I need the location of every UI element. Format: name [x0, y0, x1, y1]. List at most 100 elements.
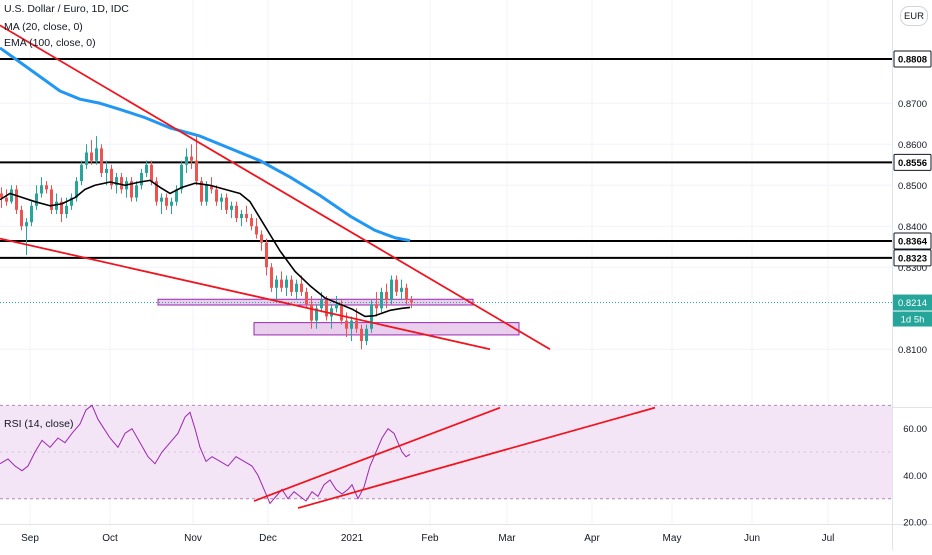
candle-body-11: [55, 201, 58, 210]
candle-body-10: [50, 189, 53, 210]
candle-body-47: [235, 205, 238, 219]
candle-body-3: [15, 189, 18, 210]
candle-body-4: [20, 209, 23, 227]
candle-body-61: [305, 291, 308, 305]
candle-body-49: [245, 213, 248, 219]
price-tick-label-4: 0.8300: [898, 263, 927, 274]
candle-body-51: [255, 226, 258, 235]
candle-body-53: [265, 242, 268, 268]
level-label-2: 0.8364: [898, 237, 928, 248]
candle-body-37: [185, 156, 188, 165]
rsi-tick-label-1: 40.00: [903, 471, 927, 482]
candle-body-79: [395, 279, 398, 292]
candle-body-72: [360, 328, 363, 342]
candle-body-48: [240, 213, 243, 219]
ema-line: [0, 46, 411, 243]
time-tick-label-9: Jun: [744, 533, 760, 544]
rsi-trendline-1: [297, 406, 656, 509]
rsi-tick-label-2: 20.00: [903, 518, 927, 529]
candle-body-33: [165, 197, 168, 206]
candle-body-77: [385, 291, 388, 301]
level-badge-0: [893, 50, 932, 68]
price-tick-label-3: 0.8400: [898, 222, 927, 233]
level-label-3: 0.8323: [898, 253, 927, 264]
candle-body-41: [205, 185, 208, 202]
level-label-0: 0.8808: [898, 55, 927, 66]
level-badge-1: [893, 153, 932, 171]
candle-body-42: [210, 185, 213, 190]
candle-body-30: [150, 164, 153, 182]
time-tick-label-5: Feb: [421, 533, 439, 544]
rsi-legend: RSI (14, close): [4, 418, 74, 430]
time-tick-label-3: Dec: [259, 533, 277, 544]
candle-body-56: [280, 279, 283, 288]
rsi-line: [0, 404, 411, 505]
candle-body-22: [110, 168, 113, 186]
candle-body-31: [155, 181, 158, 202]
candle-body-5: [25, 222, 28, 227]
candle-body-34: [170, 201, 173, 206]
candle-body-45: [225, 197, 228, 210]
ma-line: [0, 179, 411, 318]
candle-body-71: [355, 320, 358, 329]
candle-body-9: [45, 185, 48, 190]
candle-body-24: [120, 177, 123, 190]
candle-body-32: [160, 197, 163, 202]
rsi-trendline-0: [253, 406, 501, 502]
support-zone-1: [253, 322, 520, 336]
candle-body-26: [130, 181, 133, 198]
candle-body-78: [390, 279, 393, 301]
candle-body-75: [375, 304, 378, 309]
candle-body-20: [100, 148, 103, 173]
last-price-label: 0.8214: [898, 298, 927, 309]
candle-body-13: [65, 205, 68, 214]
candle-body-0: [0, 193, 3, 198]
candle-body-19: [95, 148, 98, 161]
candle-body-1: [5, 197, 8, 202]
currency-button[interactable]: EUR: [900, 6, 928, 26]
ma-legend: MA (20, close, 0): [4, 21, 83, 33]
candle-body-67: [335, 304, 338, 309]
price-tick-label-0: 0.8700: [898, 99, 927, 110]
level-badge-3: [893, 249, 932, 267]
countdown-label: 1d 5h: [901, 315, 925, 326]
candle-body-23: [115, 177, 118, 186]
candle-body-76: [380, 291, 383, 309]
time-tick-label-7: Apr: [584, 533, 600, 544]
candle-body-16: [80, 164, 83, 182]
price-tick-label-5: 0.8100: [898, 345, 927, 356]
time-tick-label-1: Oct: [102, 533, 118, 544]
candle-body-44: [220, 197, 223, 202]
candle-body-68: [340, 304, 343, 321]
candle-body-50: [250, 218, 253, 227]
candle-body-40: [200, 181, 203, 202]
candle-body-73: [365, 328, 368, 342]
price-tick-label-1: 0.8600: [898, 140, 927, 151]
candle-body-70: [350, 320, 353, 329]
symbol-legend: U.S. Dollar / Euro, 1D, IDC: [4, 3, 129, 15]
candle-body-12: [60, 201, 63, 214]
trendline-0: [0, 24, 551, 351]
time-tick-label-4: 2021: [341, 533, 364, 544]
time-tick-label-0: Sep: [21, 533, 39, 544]
candle-body-62: [310, 304, 313, 321]
trendline-1: [0, 237, 491, 351]
ema-legend: EMA (100, close, 0): [4, 37, 96, 49]
level-badge-2: [893, 232, 932, 250]
time-tick-label-8: May: [663, 533, 682, 544]
candle-body-14: [70, 197, 73, 206]
candle-body-59: [295, 283, 298, 292]
time-tick-label-10: Jul: [822, 533, 835, 544]
price-pane: [0, 0, 932, 407]
candle-body-15: [75, 181, 78, 198]
time-tick-label-2: Nov: [184, 533, 202, 544]
candle-body-65: [325, 300, 328, 317]
candle-body-8: [40, 185, 43, 194]
candle-body-66: [330, 308, 333, 317]
candle-body-60: [300, 283, 303, 292]
candle-body-81: [405, 287, 408, 301]
candle-body-43: [215, 189, 218, 202]
last-price-badge: [893, 294, 932, 311]
